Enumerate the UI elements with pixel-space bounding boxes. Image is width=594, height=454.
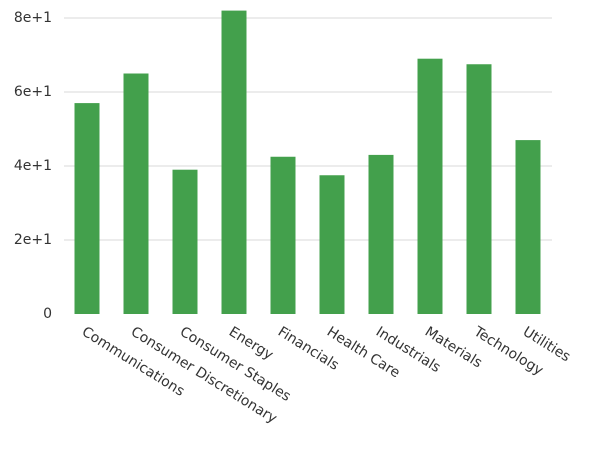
bar bbox=[173, 170, 198, 314]
y-tick-label: 8e+1 bbox=[14, 10, 52, 26]
bar bbox=[467, 64, 492, 314]
bars bbox=[75, 11, 541, 314]
bar bbox=[516, 140, 541, 314]
y-tick-label: 2e+1 bbox=[14, 232, 52, 248]
bar bbox=[75, 103, 100, 314]
y-tick-label: 6e+1 bbox=[14, 84, 52, 100]
y-tick-label: 4e+1 bbox=[14, 158, 52, 174]
bar bbox=[124, 74, 149, 315]
bar bbox=[222, 11, 247, 314]
bar bbox=[271, 157, 296, 314]
bar bbox=[369, 155, 394, 314]
bar bbox=[320, 175, 345, 314]
y-tick-label: 0 bbox=[43, 306, 52, 322]
y-axis-ticks: 0 2e+1 4e+1 6e+1 8e+1 bbox=[14, 10, 52, 322]
bar bbox=[418, 59, 443, 314]
